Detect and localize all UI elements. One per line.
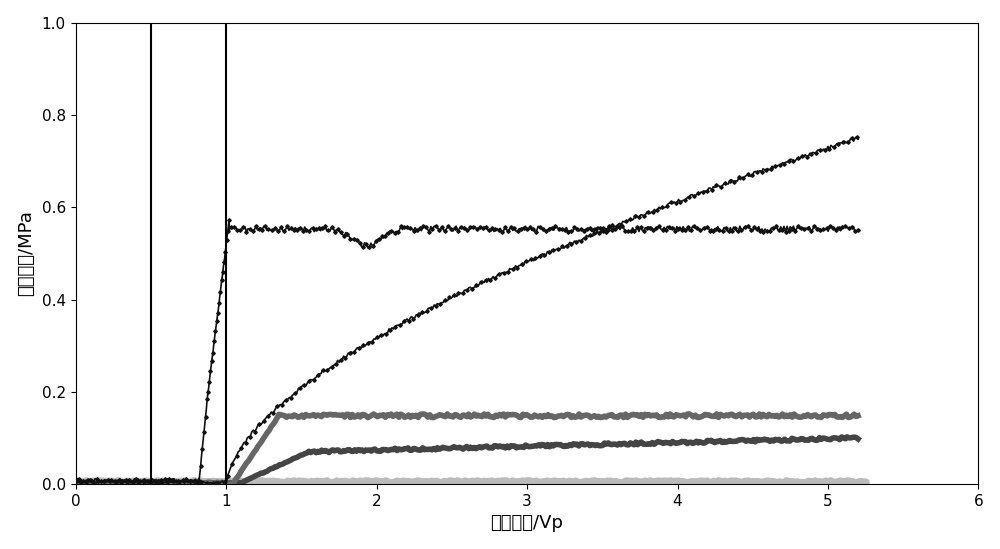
X-axis label: 注入体积/Vp: 注入体积/Vp (491, 514, 564, 533)
Y-axis label: 注入压力/MPa: 注入压力/MPa (17, 210, 35, 296)
